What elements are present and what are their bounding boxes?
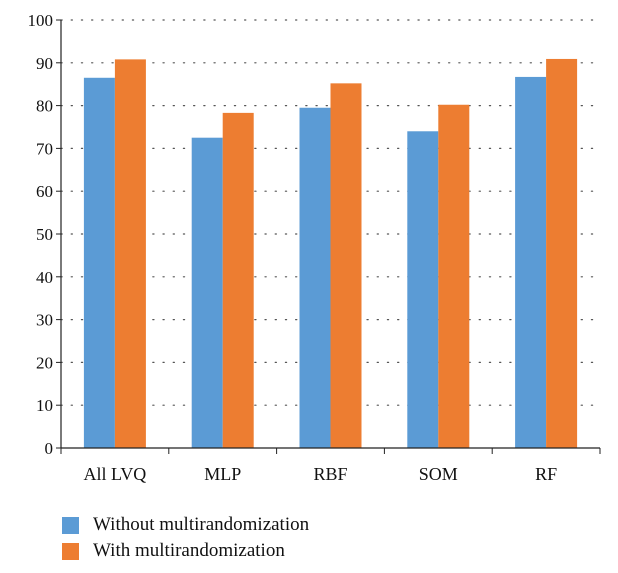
bar-with-rf [546,58,578,448]
y-tick-label: 70 [36,139,53,158]
bar-without-rf [515,76,547,448]
x-tick-label: SOM [419,464,458,484]
x-tick-label: RF [535,464,557,484]
y-tick-label: 50 [36,225,53,244]
bar-without-rbf [299,107,331,449]
bar-without-mlp [191,137,223,448]
x-tick-label: MLP [204,464,241,484]
y-tick-label: 30 [36,311,53,330]
bar-with-mlp [222,112,254,448]
x-tick-label: All LVQ [83,464,146,484]
y-tick-label: 80 [36,97,53,116]
gridlines [60,19,601,406]
bar-chart: 0 10 20 30 40 50 60 70 80 90 100 All LVQ MLP RBF SOM R… [28,11,601,484]
axes [56,19,601,454]
legend-swatch-with [62,542,79,560]
y-tick-label: 10 [36,396,53,415]
y-tick-label: 90 [36,54,53,73]
y-tick-labels: 0 10 20 30 40 50 60 70 80 90 100 [28,11,54,458]
bar-with-all-lvq [114,59,146,448]
bar-with-som [438,104,470,448]
y-tick-label: 40 [36,268,53,287]
bar-with-rbf [330,83,362,449]
bars [83,58,578,449]
legend-swatch-without [62,516,79,534]
y-tick-label: 60 [36,182,53,201]
legend-label-without: Without multirandomization [93,514,310,535]
legend-item-with: With multirandomization [62,538,309,564]
legend-item-without: Without multirandomization [62,512,309,538]
y-tick-label: 100 [28,11,54,30]
legend-label-with: With multirandomization [93,540,285,561]
bar-without-som [407,131,439,448]
y-tick-label: 20 [36,353,53,372]
y-tick-label: 0 [45,439,54,458]
bar-without-all-lvq [83,77,115,448]
x-tick-label: RBF [313,464,347,484]
legend: Without multirandomization With multiran… [62,512,309,564]
x-tick-labels: All LVQ MLP RBF SOM RF [83,464,557,484]
